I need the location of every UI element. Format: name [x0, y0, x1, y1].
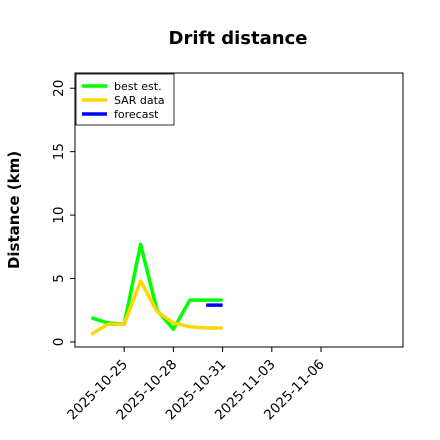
chart-title: Drift distance — [169, 28, 308, 49]
y-tick-label: 20 — [51, 80, 67, 97]
y-tick-label: 5 — [51, 274, 67, 283]
y-tick-label: 15 — [51, 143, 67, 160]
series-layer — [90, 242, 223, 336]
legend-label: forecast — [114, 108, 159, 121]
series-line-sar-data — [90, 279, 223, 336]
series-line-best-est — [90, 242, 223, 331]
plot-frame — [74, 72, 404, 348]
legend-label: best est. — [114, 80, 162, 93]
legend-label: SAR data — [114, 94, 165, 107]
y-axis-label: Distance (km) — [5, 151, 23, 269]
x-axis: 2025-10-252025-10-282025-10-312025-11-03… — [64, 347, 328, 423]
y-tick-label: 10 — [51, 206, 67, 223]
plot-area — [74, 72, 404, 348]
y-tick-label: 0 — [51, 338, 67, 347]
y-axis: 0 5 10 15 20 — [51, 80, 75, 347]
